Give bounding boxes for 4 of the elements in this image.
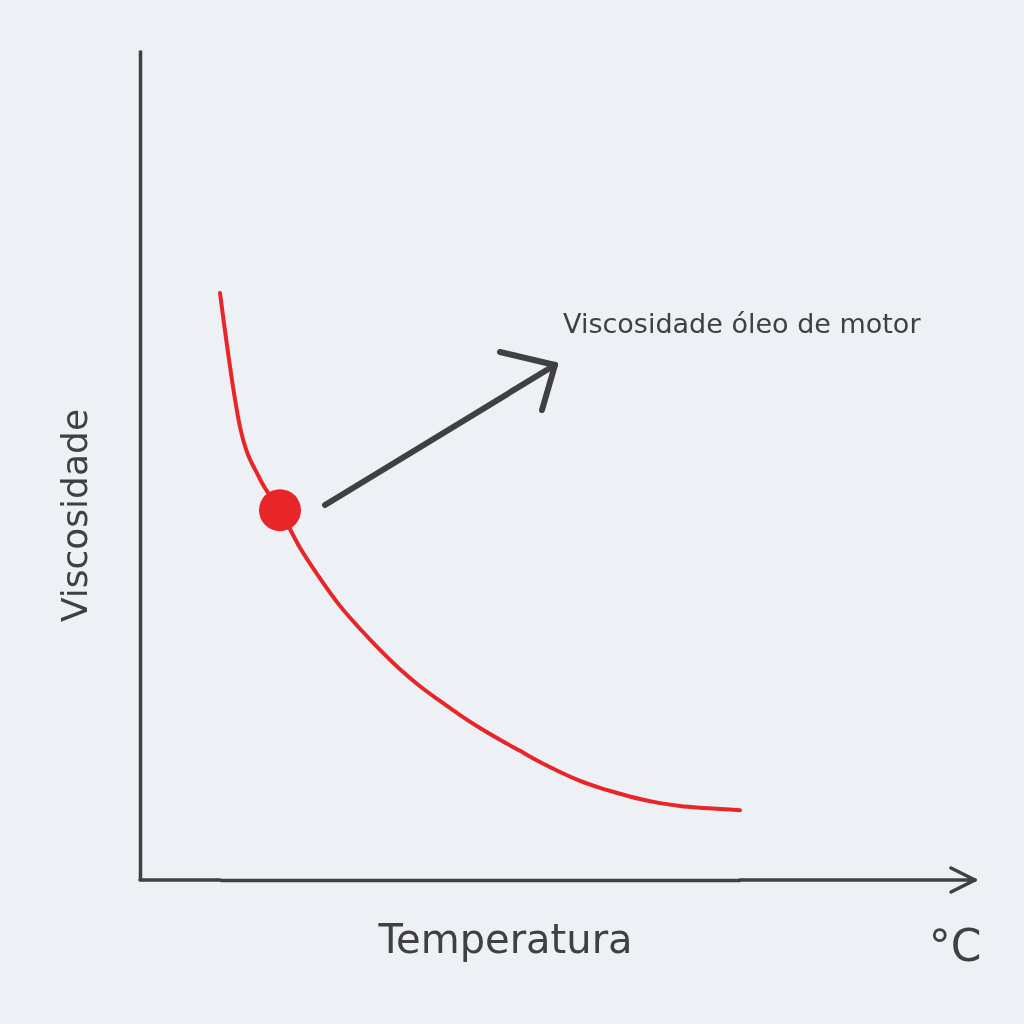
x-axis-title: Temperatura xyxy=(377,915,633,962)
annotation: Viscosidade óleo de motor xyxy=(563,308,922,339)
y-axis-title: Viscosidade xyxy=(53,408,95,623)
text: °C xyxy=(928,920,982,971)
